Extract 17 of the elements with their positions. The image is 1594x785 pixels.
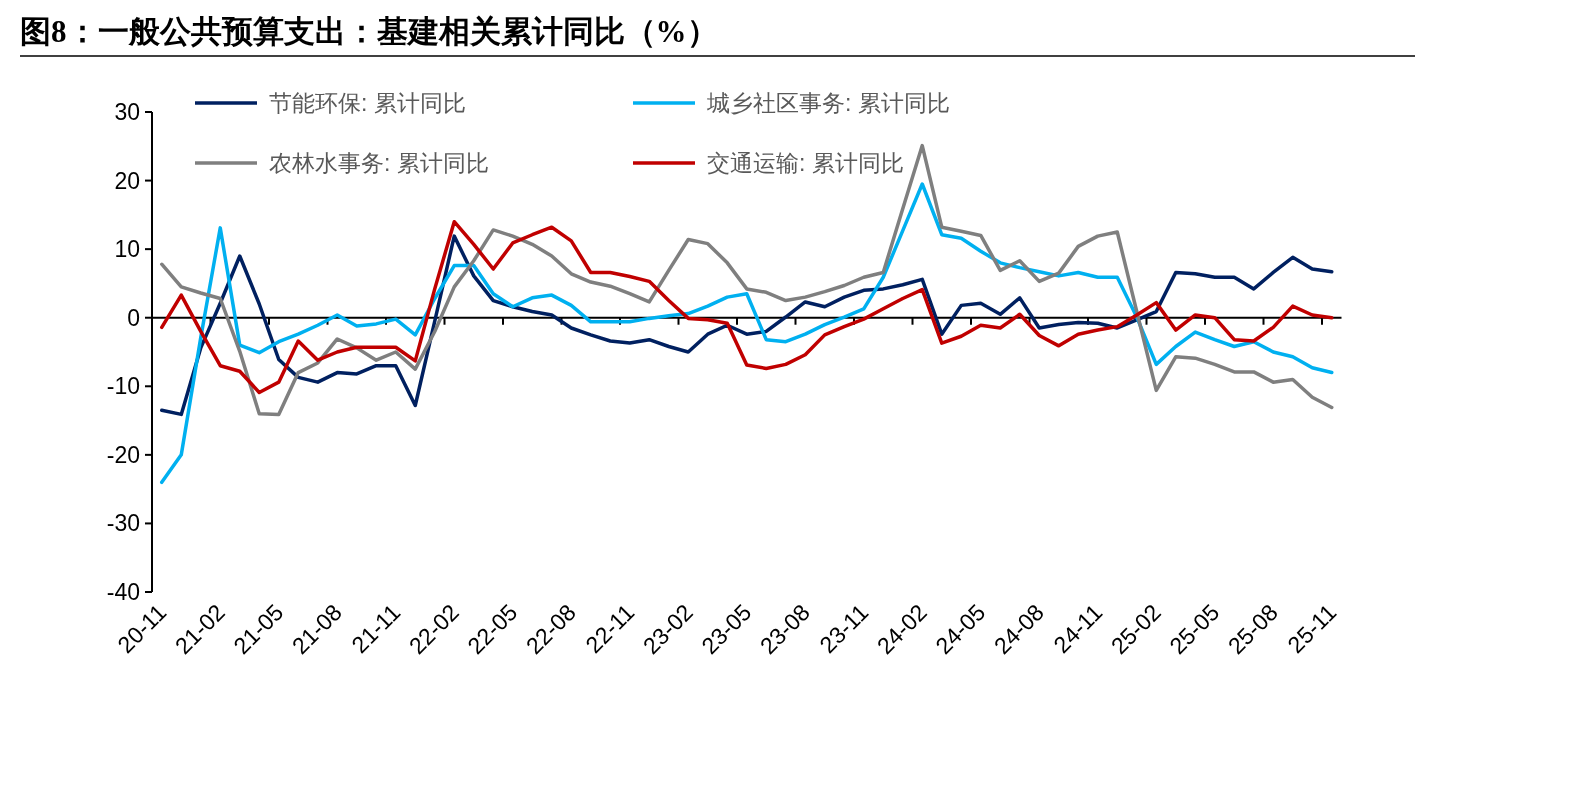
line-series: [160, 143, 1334, 417]
y-tick-label: -20: [106, 441, 140, 468]
y-tick-label: 20: [114, 167, 140, 194]
line-series: [160, 219, 1334, 395]
legend-label: 交通运输: 累计同比: [707, 150, 904, 176]
y-tick-label: -10: [106, 373, 140, 400]
chart-title: 图8：一般公共预算支出：基建相关累计同比（%）: [20, 14, 718, 49]
legend-label: 农林水事务: 累计同比: [269, 150, 489, 176]
legend-label: 城乡社区事务: 累计同比: [706, 90, 950, 116]
line-series: [160, 182, 1334, 485]
y-tick-label: 10: [114, 236, 140, 263]
y-tick-label: -40: [106, 579, 140, 605]
y-tick-label: 0: [127, 304, 140, 331]
y-tick-label: -30: [106, 510, 140, 537]
legend-label: 节能环保: 累计同比: [269, 90, 466, 116]
line-series: [160, 234, 1334, 417]
y-tick-label: 30: [114, 99, 140, 125]
